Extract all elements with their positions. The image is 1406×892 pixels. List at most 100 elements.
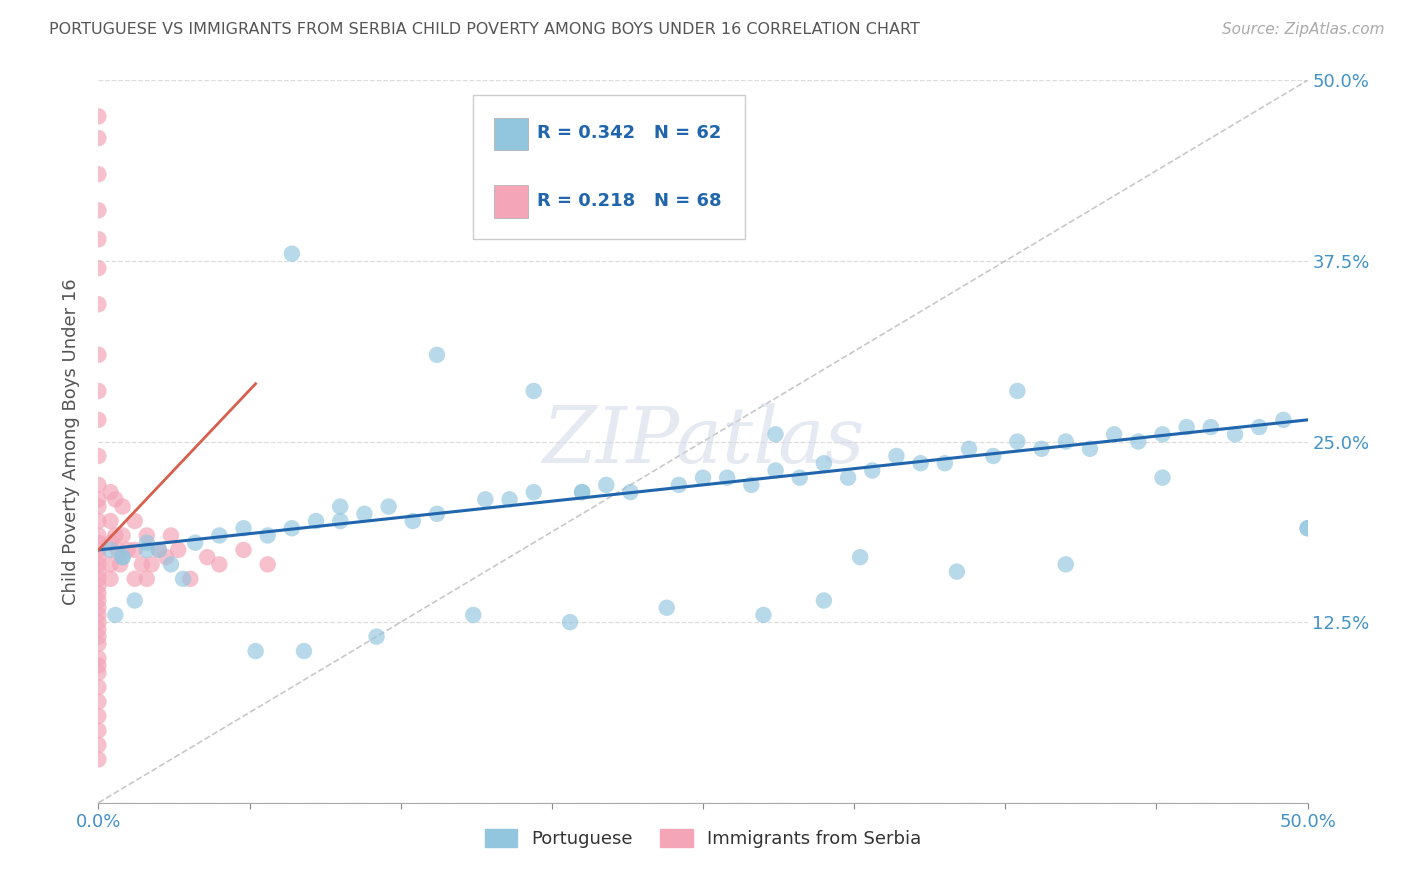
Bar [494,185,527,218]
Point [981,449,1004,463]
Point [87,600,110,615]
Point [135,572,157,586]
Point [87,535,110,549]
Point [87,665,110,680]
Point [87,651,110,665]
Point [87,680,110,694]
Point [256,528,278,542]
Point [692,470,714,484]
Point [87,709,110,723]
Point [111,500,134,514]
Point [131,558,153,572]
Point [523,485,546,500]
FancyBboxPatch shape [474,95,745,239]
Point [655,600,678,615]
Point [765,463,787,477]
Bar [494,118,527,151]
Point [87,623,110,637]
Point [1199,420,1222,434]
Point [87,752,110,766]
Point [87,550,110,565]
Point [426,348,449,362]
Point [87,528,110,542]
Point [108,558,131,572]
Point [305,514,328,528]
Point [716,470,738,484]
Point [571,485,593,500]
Point [256,558,278,572]
Point [292,644,315,658]
Point [740,478,762,492]
Point [1078,442,1101,456]
Point [789,470,811,484]
Point [124,542,146,557]
Point [104,607,127,622]
Text: Source: ZipAtlas.com: Source: ZipAtlas.com [1222,22,1385,37]
Point [135,542,157,557]
Legend: Portuguese, Immigrants from Serbia: Portuguese, Immigrants from Serbia [485,829,921,848]
Point [87,565,110,579]
Point [1054,558,1077,572]
Point [813,593,835,607]
Point [135,528,157,542]
Point [463,607,485,622]
Point [910,456,932,470]
Point [1152,427,1174,442]
Point [87,637,110,651]
Point [1128,434,1150,449]
Point [232,521,254,535]
Point [87,449,110,463]
Point [1031,442,1053,456]
Point [87,297,110,311]
Point [1007,384,1029,398]
Point [111,550,134,565]
Point [849,550,872,565]
Point [87,579,110,593]
Point [179,572,201,586]
Point [148,542,170,557]
Text: PORTUGUESE VS IMMIGRANTS FROM SERBIA CHILD POVERTY AMONG BOYS UNDER 16 CORRELATI: PORTUGUESE VS IMMIGRANTS FROM SERBIA CHI… [49,22,920,37]
Point [281,246,304,260]
Point [366,630,388,644]
Point [87,261,110,276]
Point [1175,420,1198,434]
Point [100,485,122,500]
Point [232,542,254,557]
Point [498,492,520,507]
Point [184,535,207,549]
Point [245,644,267,658]
Point [155,550,177,565]
Point [167,542,190,557]
Point [1223,427,1246,442]
Point [111,528,134,542]
Point [837,470,859,484]
Point [523,384,546,398]
Point [208,558,231,572]
Point [1296,521,1319,535]
Point [1249,420,1271,434]
Point [957,442,980,456]
Point [135,535,157,549]
Point [87,478,110,492]
Point [860,463,883,477]
Point [87,110,110,124]
Point [1007,434,1029,449]
Point [87,615,110,630]
Text: R = 0.342   N = 62: R = 0.342 N = 62 [537,124,721,142]
Text: ZIPatlas: ZIPatlas [541,403,865,480]
Point [87,738,110,752]
Point [100,542,122,557]
Point [160,528,183,542]
Point [934,456,956,470]
Point [87,572,110,586]
Point [172,572,194,586]
Point [87,348,110,362]
Point [87,232,110,246]
Point [87,558,110,572]
Point [353,507,375,521]
Point [160,558,183,572]
Point [117,542,139,557]
Point [100,558,122,572]
Point [1054,434,1077,449]
Point [571,485,593,500]
